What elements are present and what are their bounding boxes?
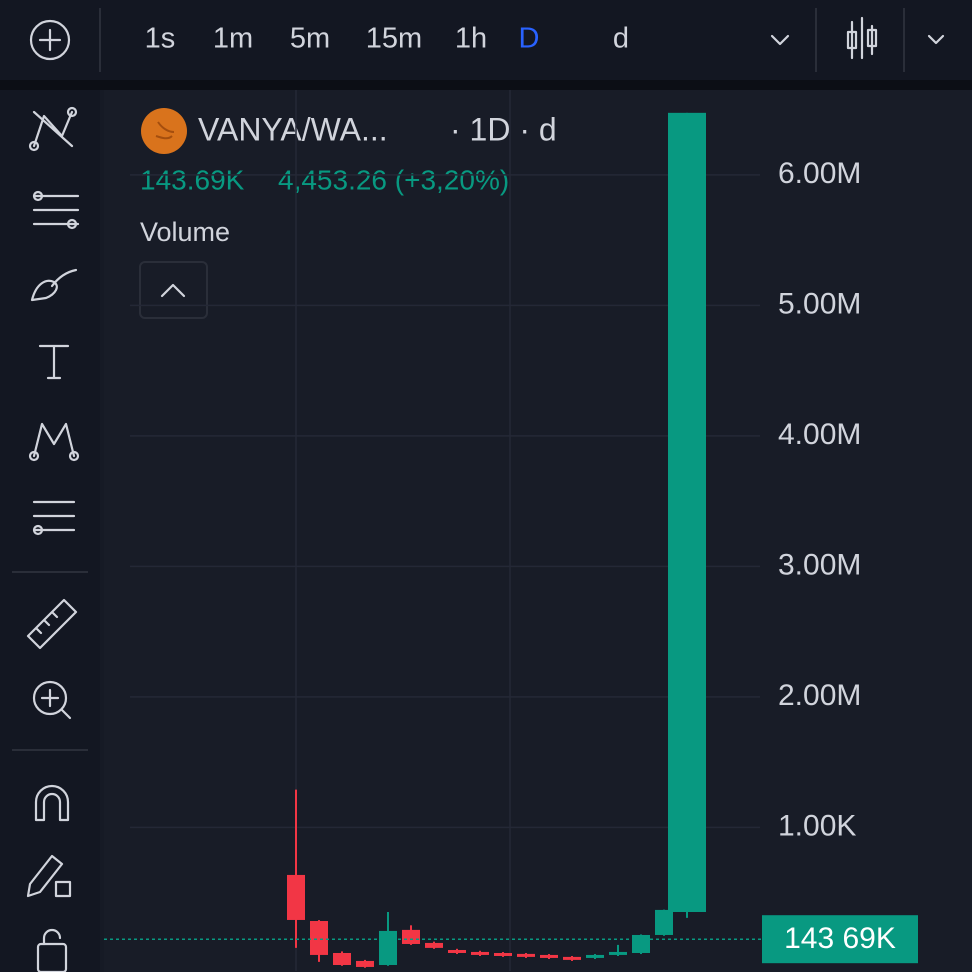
candle-body: [668, 112, 706, 913]
add-button[interactable]: [29, 19, 71, 61]
magnet-tool[interactable]: [34, 784, 70, 822]
legend-value: 143.69K: [140, 164, 245, 195]
legend-interval: · 1D · d: [450, 111, 557, 147]
interval-button[interactable]: 15m: [366, 23, 422, 55]
lock-drawing-tool[interactable]: [26, 854, 72, 898]
y-tick-label: 1.00K: [778, 809, 856, 842]
last-price-box: [762, 915, 918, 964]
candle-body: [563, 956, 581, 960]
candle-body: [356, 960, 374, 967]
candle-body: [310, 921, 328, 955]
drawing-tools: [12, 106, 88, 972]
plot: 1.00K 2.00M 3.00M 4.00M 5.00M 6.00M 143 69K: [104, 90, 918, 971]
more-dropdown[interactable]: [927, 34, 945, 45]
symbol-icon: [141, 108, 187, 154]
interval-button[interactable]: D: [519, 23, 540, 55]
candle-body: [448, 949, 466, 953]
trend-tool[interactable]: [28, 106, 78, 152]
candle-body: [540, 954, 558, 958]
interval-button[interactable]: 1m: [213, 23, 253, 55]
prediction-tool[interactable]: [32, 500, 76, 536]
y-tick-label: 3.00M: [778, 548, 861, 581]
candle-body: [287, 874, 305, 920]
candle-body: [471, 951, 489, 955]
fib-tool[interactable]: [32, 190, 80, 230]
interval-button[interactable]: 5m: [290, 23, 330, 55]
brush-tool[interactable]: [30, 268, 78, 302]
y-tick-label: 4.00M: [778, 418, 861, 451]
candle-body: [379, 930, 397, 965]
candle-body: [655, 909, 673, 935]
lock-tool[interactable]: [36, 928, 68, 972]
collapse-button[interactable]: [139, 261, 208, 319]
top-bar: [0, 0, 972, 80]
pattern-tool[interactable]: [28, 422, 80, 462]
chart-pane: [104, 90, 972, 972]
ruler-tool[interactable]: [26, 598, 78, 650]
candle-body: [402, 929, 420, 944]
interval-button[interactable]: 1h: [455, 23, 487, 55]
zoom-tool[interactable]: [32, 680, 72, 720]
symbol: VANYA/WA...: [198, 111, 388, 147]
y-tick-label: 6.00M: [778, 157, 861, 190]
candle-body: [425, 942, 443, 948]
y-tick-label: 2.00M: [778, 679, 861, 712]
symbol-icon-detail: [155, 121, 175, 140]
interval-button[interactable]: d: [613, 23, 629, 55]
candle-body: [632, 934, 650, 953]
candle-body: [586, 954, 604, 958]
candle-body: [609, 951, 627, 955]
candle-body: [517, 953, 535, 957]
indicator-name: Volume: [140, 217, 230, 247]
last-price-label: 143 69K: [784, 922, 896, 955]
interval-dropdown[interactable]: [770, 34, 790, 46]
interval-button[interactable]: 1s: [145, 23, 176, 55]
text-tool[interactable]: [38, 344, 70, 380]
legend-change: 4,453.26 (+3,20%): [278, 164, 509, 195]
separator: [0, 80, 972, 90]
y-tick-label: 5.00M: [778, 287, 861, 320]
candle-body: [494, 952, 512, 956]
chart-type-button[interactable]: [846, 16, 878, 60]
candle-body: [333, 952, 351, 965]
